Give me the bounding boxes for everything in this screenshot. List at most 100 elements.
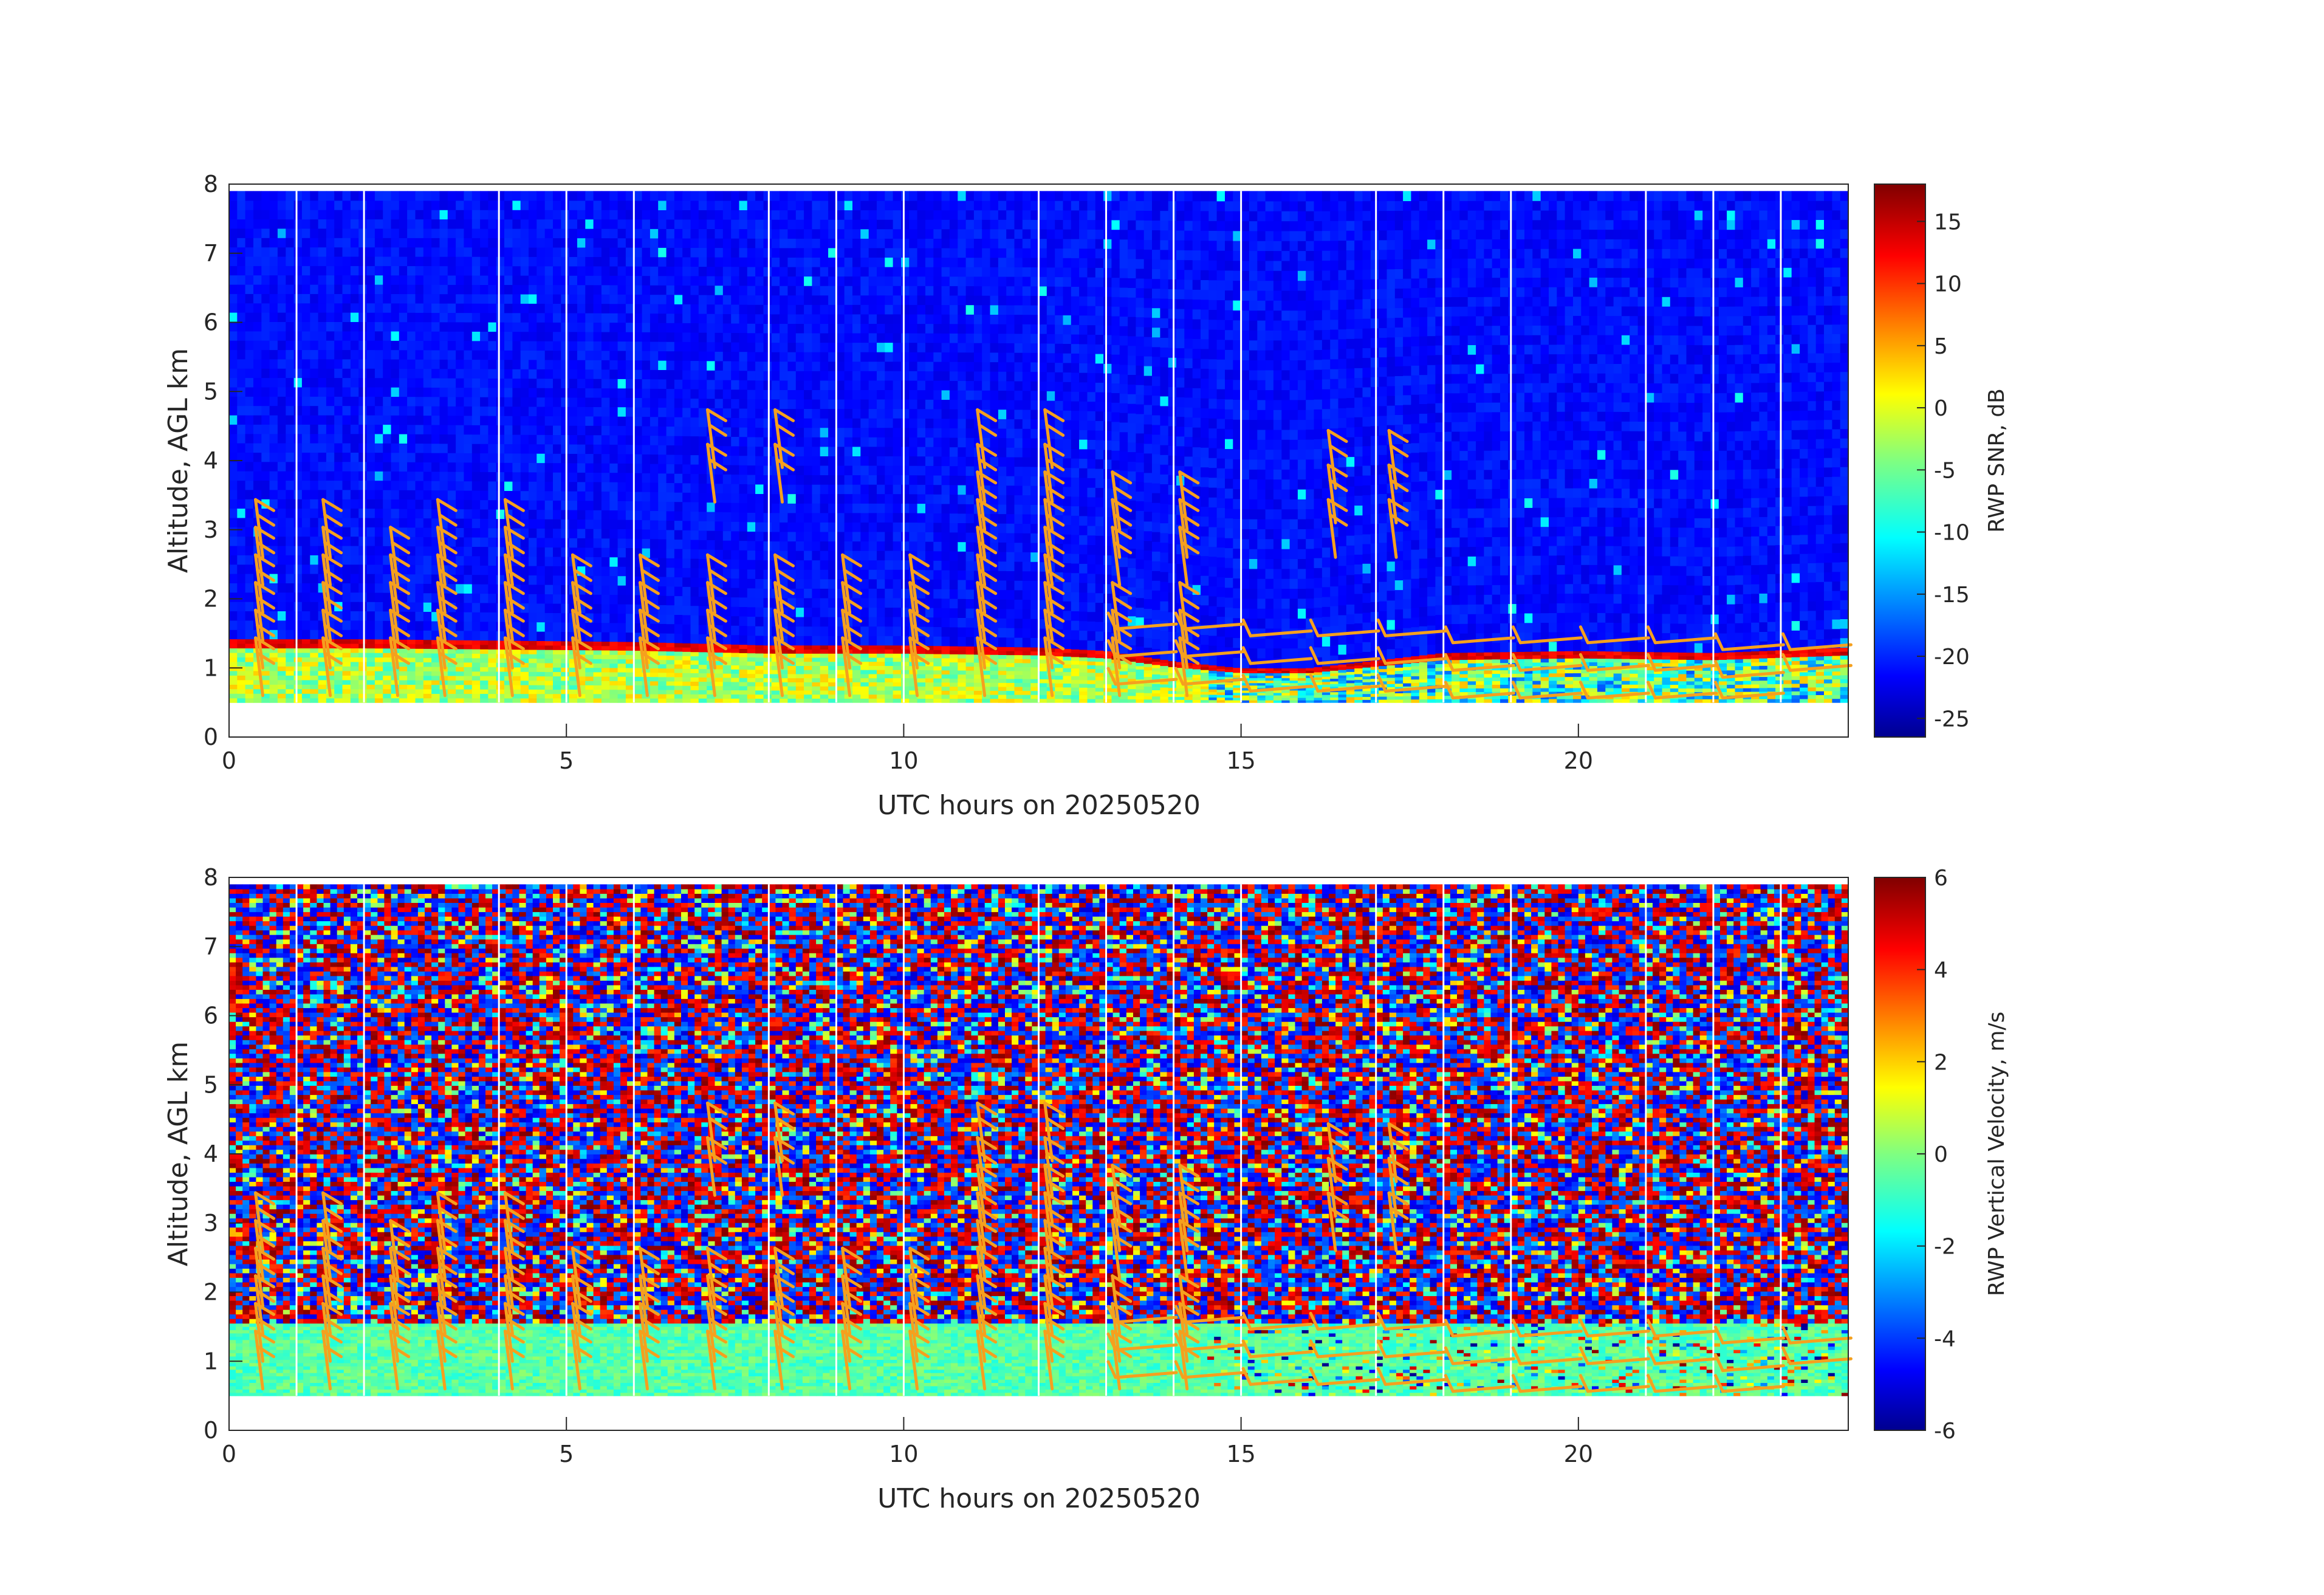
heatmap-cell [245, 583, 254, 592]
heatmap-cell [294, 396, 303, 406]
heatmap-cell [278, 293, 286, 303]
heatmap-cell [286, 657, 294, 662]
heatmap-cell [294, 499, 303, 509]
heatmap-cell [270, 247, 278, 257]
heatmap-cell [302, 518, 310, 527]
heatmap-cell [318, 480, 327, 490]
heatmap-cell [310, 546, 318, 555]
heatmap-cell [351, 509, 359, 518]
heatmap-cell [302, 471, 310, 481]
heatmap-cell [302, 312, 310, 322]
heatmap-cell [294, 266, 303, 275]
heatmap-cell [334, 693, 343, 698]
heatmap-cell [278, 662, 286, 667]
heatmap-cell [229, 462, 238, 472]
heatmap-cell [318, 684, 327, 689]
heatmap-cell [351, 284, 359, 294]
heatmap-cell [343, 349, 351, 359]
heatmap-cell [294, 340, 303, 350]
heatmap-cell [326, 275, 335, 285]
heatmap-cell [343, 415, 351, 425]
heatmap-cell [294, 653, 303, 657]
heatmap-cell [302, 434, 310, 444]
heatmap-cell [294, 368, 303, 378]
heatmap-cell [310, 387, 318, 397]
heatmap-cell [286, 191, 294, 201]
heatmap-cell [294, 349, 303, 359]
heatmap-cell [229, 368, 238, 378]
heatmap-cell [310, 698, 318, 703]
heatmap-cell [294, 527, 303, 537]
heatmap-cell [367, 340, 375, 350]
heatmap-cell [229, 653, 238, 657]
heatmap-cell [278, 574, 286, 583]
heatmap-cell [237, 303, 245, 313]
heatmap-cell [294, 643, 303, 648]
heatmap-cell [270, 415, 278, 425]
heatmap-cell [326, 191, 335, 201]
heatmap-cell [278, 499, 286, 509]
heatmap-cell [302, 238, 310, 247]
heatmap-cell [229, 201, 238, 210]
heatmap-cell [302, 443, 310, 453]
heatmap-cell [286, 284, 294, 294]
heatmap-cell [237, 680, 245, 685]
heatmap-cell [286, 293, 294, 303]
heatmap-cell [326, 340, 335, 350]
heatmap-cell [358, 666, 367, 671]
heatmap-cell [261, 275, 270, 285]
heatmap-cell [326, 471, 335, 481]
heatmap-cell [367, 406, 375, 416]
heatmap-cell [310, 671, 318, 676]
heatmap-cell [310, 490, 318, 499]
heatmap-cell [343, 275, 351, 285]
heatmap-cell [367, 689, 375, 694]
heatmap-cell [245, 452, 254, 462]
heatmap-cell [310, 639, 318, 644]
heatmap-cell [253, 698, 262, 703]
heatmap-cell [261, 321, 270, 331]
heatmap-cell [351, 639, 359, 644]
heatmap-cell [237, 620, 245, 630]
heatmap-cell [302, 210, 310, 219]
heatmap-cell [334, 275, 343, 285]
heatmap-cell [286, 349, 294, 359]
heatmap-cell [245, 671, 254, 676]
heatmap-cell [270, 368, 278, 378]
heatmap-cell [229, 583, 238, 592]
heatmap-cell [278, 611, 286, 620]
heatmap-cell [229, 266, 238, 275]
heatmap-cell [229, 424, 238, 434]
heatmap-cell [229, 471, 238, 481]
heatmap-cell [351, 443, 359, 453]
heatmap-cell [229, 340, 238, 350]
heatmap-cell [270, 321, 278, 331]
heatmap-cell [326, 378, 335, 388]
heatmap-cell [318, 424, 327, 434]
heatmap-cell [261, 396, 270, 406]
heatmap-cell [351, 471, 359, 481]
heatmap-cell [229, 675, 238, 680]
heatmap-cell [302, 480, 310, 490]
heatmap-cell [253, 219, 262, 228]
heatmap-cell [302, 331, 310, 341]
heatmap-cell [237, 443, 245, 453]
heatmap-cell [367, 574, 375, 583]
heatmap-cell [318, 368, 327, 378]
heatmap-cell [294, 424, 303, 434]
heatmap-cell [294, 509, 303, 518]
heatmap-cell [334, 247, 343, 257]
heatmap-cell [367, 387, 375, 397]
heatmap-cell [294, 592, 303, 602]
heatmap-cell [286, 228, 294, 238]
heatmap-cell [286, 368, 294, 378]
heatmap-cell [334, 480, 343, 490]
heatmap-cell [358, 471, 367, 481]
heatmap-cell [245, 680, 254, 685]
heatmap-cell [237, 331, 245, 341]
heatmap-cell [367, 490, 375, 499]
heatmap-cell [278, 321, 286, 331]
heatmap-cell [302, 537, 310, 546]
heatmap-cell [229, 546, 238, 555]
heatmap-cell [318, 247, 327, 257]
